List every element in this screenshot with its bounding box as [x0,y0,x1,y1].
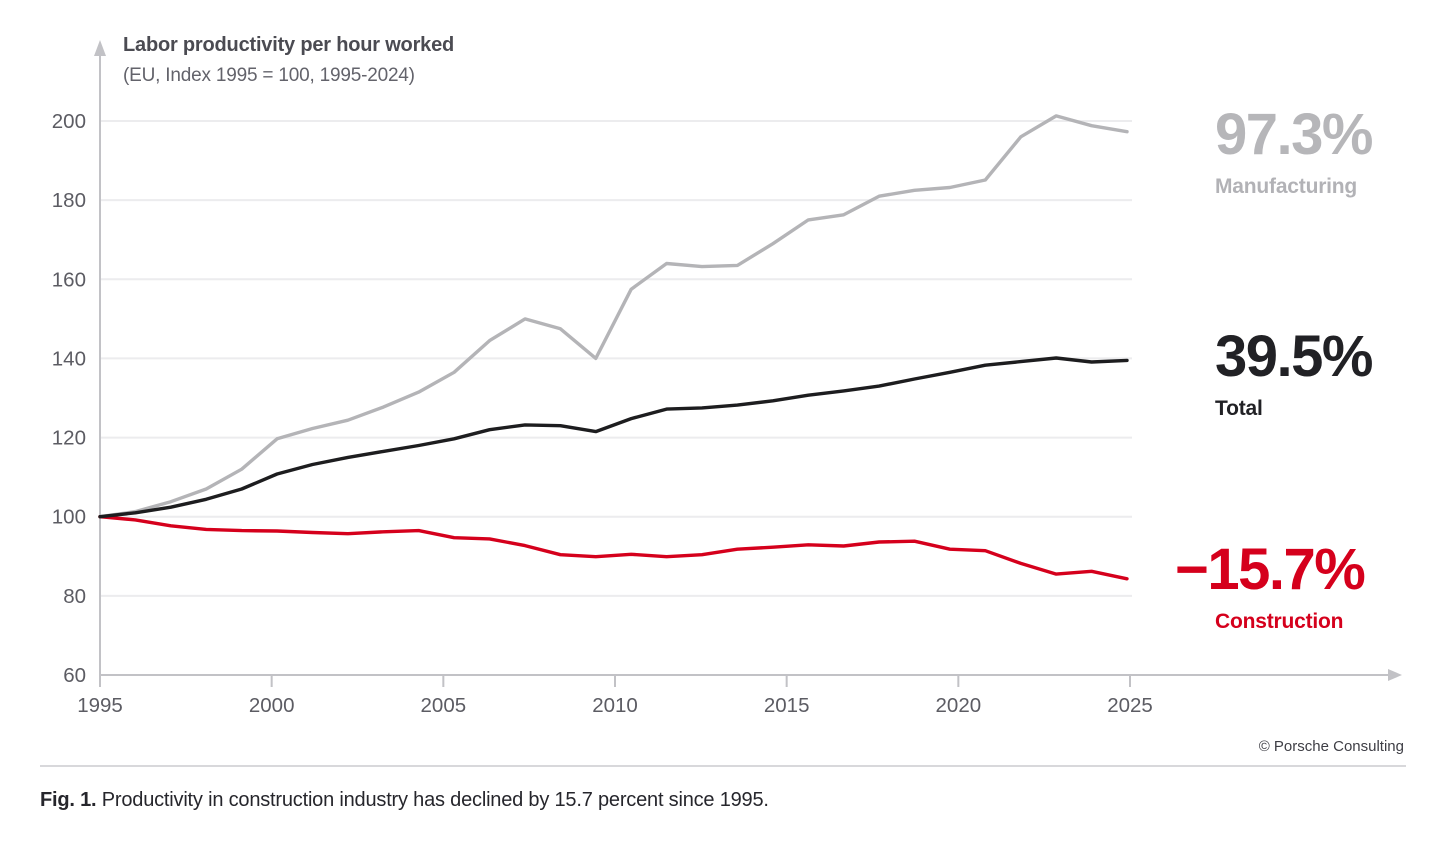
chart-header: Labor productivity per hour worked (EU, … [123,34,454,87]
x-tick-label-2005: 2005 [421,694,467,717]
series-line-manufacturing [98,114,1129,519]
figure-caption-prefix: Fig. 1. [40,789,97,811]
x-tick-label-2000: 2000 [249,694,295,717]
annotation-manufacturing: 97.3% Manufacturing [1215,102,1373,198]
y-tick-label-160: 160 [52,268,86,291]
total-series-label: Total [1215,397,1263,420]
x-tick-label-2015: 2015 [764,694,810,717]
y-tick-label-120: 120 [52,427,86,450]
y-axis-arrow-icon [94,40,106,56]
construction-change-value: −15.7% [1175,537,1366,602]
axes [94,40,1402,681]
figure-caption: Fig. 1. Productivity in construction ind… [40,789,769,812]
y-axis-labels: 60 80 100 120 140 160 180 200 [52,110,86,687]
annotation-construction: −15.7% Construction [1175,537,1366,633]
annotation-total: 39.5% Total [1215,324,1373,420]
x-tick-label-2025: 2025 [1107,694,1153,717]
y-tick-label-60: 60 [63,664,86,687]
figure-caption-text: Productivity in construction industry ha… [96,789,769,811]
copyright-credit: © Porsche Consulting [1258,738,1404,755]
x-axis-ticks: 1995 2000 2005 2010 2015 2020 2025 [77,675,1153,717]
chart-title: Labor productivity per hour worked [123,34,455,56]
x-tick-label-2010: 2010 [592,694,638,717]
total-change-value: 39.5% [1215,324,1373,389]
manufacturing-change-value: 97.3% [1215,102,1373,167]
series-line-total [98,356,1129,519]
x-axis-arrow-icon [1388,669,1402,681]
series-line-construction [98,515,1129,581]
y-tick-label-140: 140 [52,347,86,370]
y-tick-label-180: 180 [52,189,86,212]
y-tick-label-200: 200 [52,110,86,133]
x-tick-label-2020: 2020 [936,694,982,717]
x-tick-label-1995: 1995 [77,694,123,717]
manufacturing-series-label: Manufacturing [1215,175,1358,198]
y-tick-label-80: 80 [63,585,86,608]
productivity-line-chart: 1995 2000 2005 2010 2015 2020 2025 60 80 100 120 14… [52,40,1402,717]
y-tick-label-100: 100 [52,506,86,529]
chart-subtitle: (EU, Index 1995 = 100, 1995-2024) [123,65,415,86]
gridlines [100,120,1132,597]
footer-divider [40,765,1406,767]
construction-series-label: Construction [1215,610,1344,633]
